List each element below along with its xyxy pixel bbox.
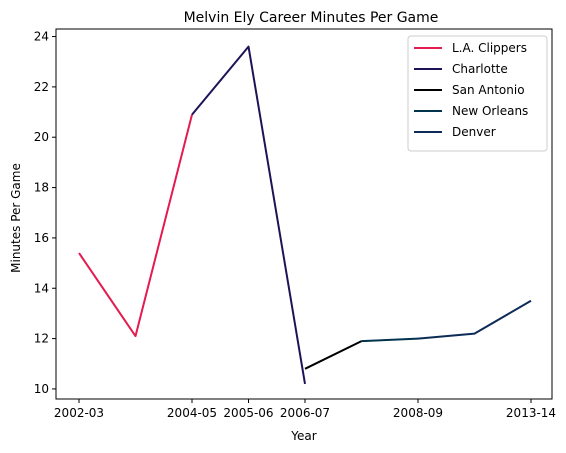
y-tick-label: 18 (34, 181, 49, 195)
y-tick-label: 10 (34, 382, 49, 396)
legend-label: Charlotte (452, 62, 508, 76)
x-tick-label: 2004-05 (167, 406, 217, 420)
series-line-2 (191, 45, 306, 385)
legend-label: Denver (452, 125, 496, 139)
chart-title: Melvin Ely Career Minutes Per Game (184, 10, 439, 26)
legend: L.A. Clippers Charlotte San Antonio New Orl… (407, 35, 548, 152)
axes: 2002-03 2004-05 2005-06 2006-07 2008-09 2013-… (34, 28, 556, 420)
series-line-4 (361, 337, 419, 343)
axes-frame (55, 28, 553, 400)
y-axis-title: Minutes Per Game (9, 163, 23, 273)
x-tick-label: 2008-09 (393, 406, 443, 420)
y-tick-label: 14 (34, 281, 49, 295)
x-tick-label: 2013-14 (506, 406, 556, 420)
y-tick-label: 22 (34, 80, 49, 94)
series-line-3 (304, 340, 362, 370)
series-line-1 (78, 114, 193, 338)
y-tick-label: 16 (34, 231, 49, 245)
legend-label: San Antonio (452, 83, 525, 97)
x-tick-label: 2002-03 (54, 406, 104, 420)
legend-label: New Orleans (452, 104, 528, 118)
x-tick-label: 2006-07 (280, 406, 330, 420)
legend-box (407, 35, 548, 152)
x-tick-label: 2005-06 (223, 406, 273, 420)
y-tick-label: 24 (34, 30, 49, 44)
legend-label: L.A. Clippers (452, 41, 527, 55)
x-axis-title: Year (290, 429, 316, 443)
y-tick-label: 20 (34, 130, 49, 144)
series-layer (78, 45, 532, 385)
y-tick-label: 12 (34, 332, 49, 346)
series-line-5 (417, 299, 532, 340)
